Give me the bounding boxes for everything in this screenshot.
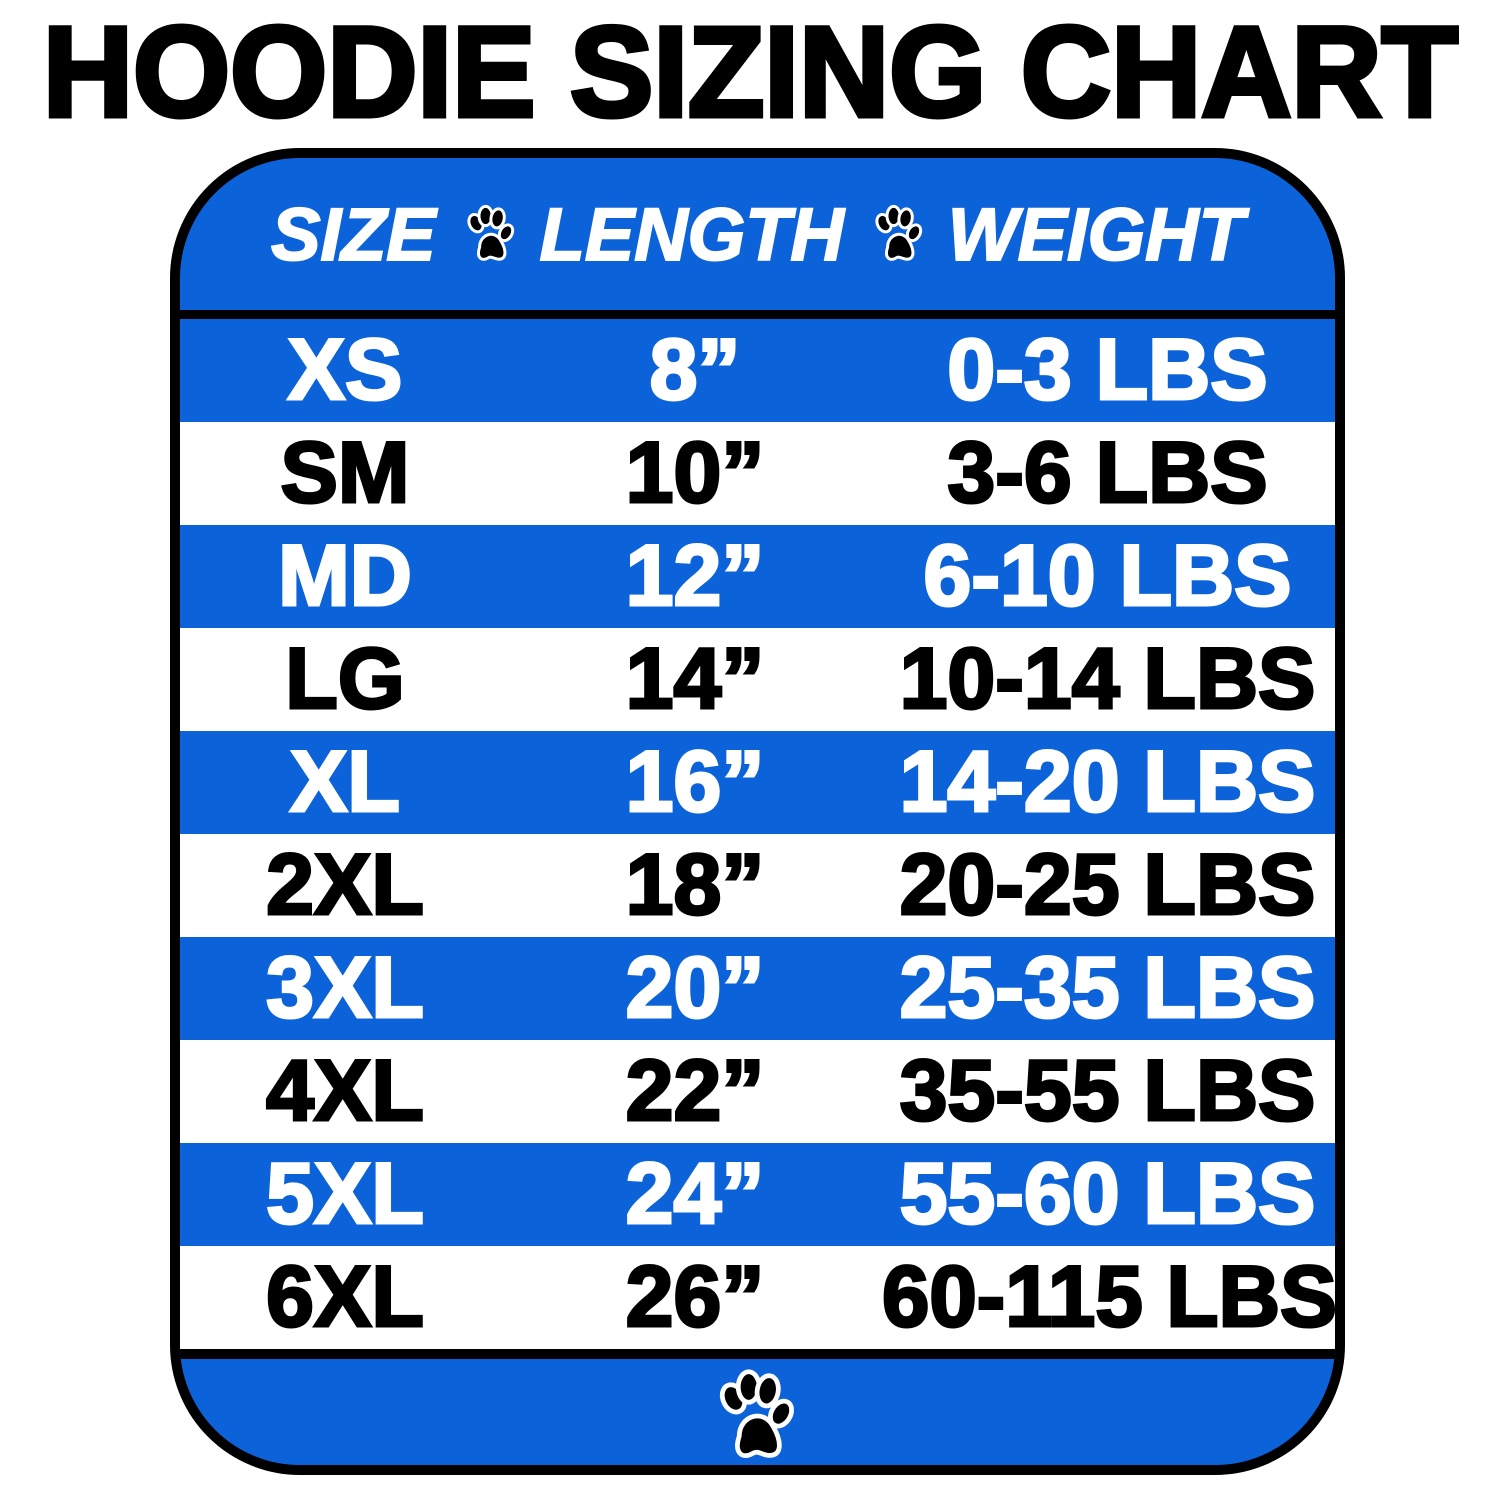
cell-length: 10” [624,424,766,523]
sizing-table: SIZE LENGTH WEIGHT XS 8” 0-3 LBS SM 10” 3-6 L… [170,148,1345,1475]
cell-length: 20” [624,939,766,1038]
paw-icon [872,204,925,261]
page-title: HOODIE SIZING CHART [40,1,1460,144]
cell-weight: 10-14 LBS [898,630,1317,729]
header-weight: WEIGHT [947,192,1245,277]
cell-weight: 3-6 LBS [946,424,1269,523]
table-row: 2XL 18” 20-25 LBS [180,834,1335,937]
cell-length: 26” [624,1248,766,1347]
cell-length: 24” [624,1145,766,1244]
cell-weight: 55-60 LBS [898,1145,1317,1244]
cell-size: LG [284,630,406,729]
divider [180,1349,1335,1359]
cell-length: 12” [624,527,766,626]
cell-size: 4XL [265,1042,426,1141]
cell-size: XL [289,733,402,832]
cell-length: 14” [624,630,766,729]
cell-size: MD [277,527,414,626]
header-size: SIZE [270,192,436,277]
cell-size: 2XL [265,836,426,935]
cell-length: 18” [624,836,766,935]
table-footer [180,1365,1335,1465]
table-row: XS 8” 0-3 LBS [180,319,1335,422]
cell-size: 3XL [265,939,426,1038]
table-header: SIZE LENGTH WEIGHT [180,158,1335,310]
table-body: XS 8” 0-3 LBS SM 10” 3-6 LBS MD 12” 6-10 LBS LG 14… [180,319,1335,1349]
cell-length: 8” [648,321,742,420]
paw-icon [464,204,517,261]
cell-weight: 20-25 LBS [898,836,1317,935]
cell-weight: 6-10 LBS [922,527,1293,626]
table-row: 4XL 22” 35-55 LBS [180,1040,1335,1143]
cell-size: SM [279,424,411,523]
table-row: 3XL 20” 25-35 LBS [180,937,1335,1040]
cell-weight: 60-115 LBS [880,1248,1337,1347]
table-row: 6XL 26” 60-115 LBS [180,1246,1335,1349]
table-row: 5XL 24” 55-60 LBS [180,1143,1335,1246]
table-row: SM 10” 3-6 LBS [180,422,1335,525]
divider [180,310,1335,319]
cell-weight: 0-3 LBS [946,321,1269,420]
cell-length: 22” [624,1042,766,1141]
cell-length: 16” [624,733,766,832]
cell-size: XS [286,321,404,420]
cell-weight: 14-20 LBS [898,733,1317,832]
table-row: LG 14” 10-14 LBS [180,628,1335,731]
cell-size: 6XL [265,1248,426,1347]
cell-size: 5XL [265,1145,426,1244]
header-length: LENGTH [539,192,845,277]
paw-icon [705,1368,800,1463]
table-row: MD 12” 6-10 LBS [180,525,1335,628]
cell-weight: 25-35 LBS [898,939,1317,1038]
table-row: XL 16” 14-20 LBS [180,731,1335,834]
cell-weight: 35-55 LBS [898,1042,1317,1141]
